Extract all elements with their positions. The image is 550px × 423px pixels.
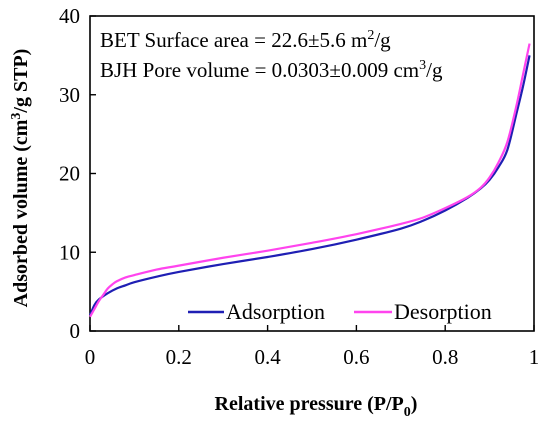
x-tick-label: 1	[529, 345, 540, 369]
series-line-desorption	[89, 43, 531, 318]
series-layer	[88, 43, 531, 318]
x-tick-label: 0.4	[254, 345, 281, 369]
legend-label-desorption: Desorption	[394, 299, 492, 324]
y-tick-label: 30	[59, 83, 80, 107]
y-axis-ticks: 0 10 20 30 40	[59, 4, 96, 343]
x-tick-label: 0.8	[432, 345, 458, 369]
x-tick-label: 0.6	[343, 345, 369, 369]
x-tick-label: 0	[85, 345, 96, 369]
bjh-annotation: BJH Pore volume = 0.0303±0.009 cm3/g	[100, 58, 443, 82]
y-tick-label: 0	[70, 319, 81, 343]
series-line-adsorption	[88, 55, 531, 316]
bet-annotation: BET Surface area = 22.6±5.6 m2/g	[100, 28, 391, 52]
y-tick-label: 40	[59, 4, 80, 28]
legend: Adsorption Desorption	[188, 299, 492, 324]
x-axis-title: Relative pressure (P/P0)	[215, 393, 418, 420]
legend-label-adsorption: Adsorption	[226, 299, 325, 324]
x-axis-ticks: 0 0.2 0.4 0.6 0.8 1	[85, 325, 540, 369]
y-tick-label: 20	[59, 162, 80, 186]
y-axis-title: Adsorbed volume (cm3/g STP)	[9, 49, 32, 308]
y-tick-label: 10	[59, 240, 80, 264]
x-tick-label: 0.2	[166, 345, 192, 369]
